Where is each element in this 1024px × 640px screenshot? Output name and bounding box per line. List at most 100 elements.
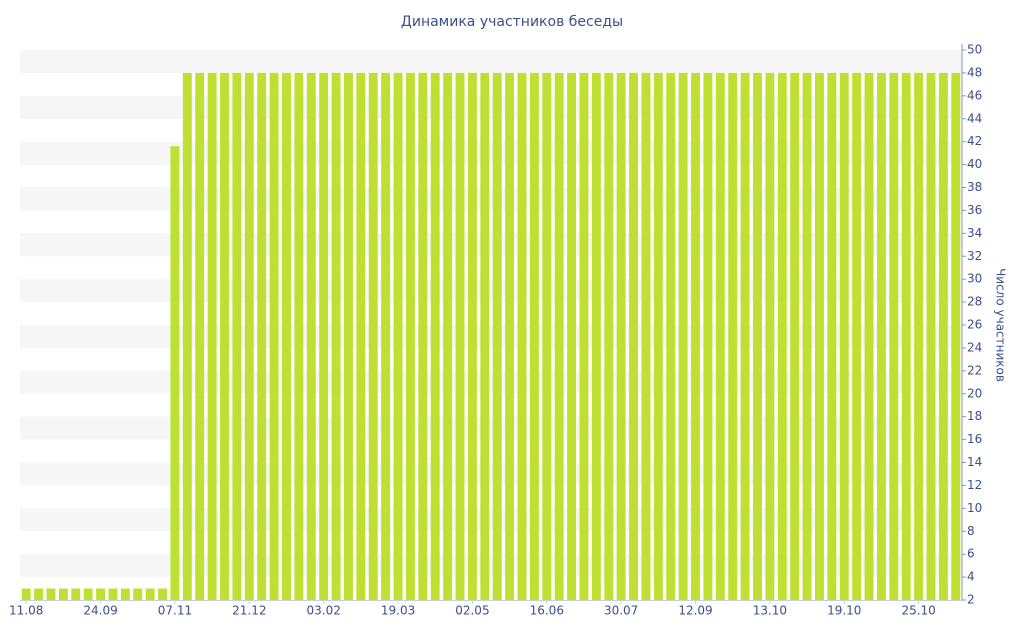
bar bbox=[790, 72, 800, 600]
bar bbox=[653, 72, 663, 600]
bar bbox=[368, 72, 378, 600]
bar bbox=[517, 72, 527, 600]
bar bbox=[666, 72, 676, 600]
x-tick-label: 19.03 bbox=[381, 604, 415, 618]
y-tick-label: 38 bbox=[967, 180, 982, 194]
bar bbox=[282, 72, 291, 600]
bar bbox=[96, 588, 106, 600]
y-tick-label: 14 bbox=[967, 455, 982, 469]
x-tick-label: 13.10 bbox=[753, 604, 787, 618]
bar bbox=[753, 72, 762, 600]
bar bbox=[343, 72, 353, 600]
bar bbox=[34, 588, 44, 600]
x-tick-label: 07.11 bbox=[158, 604, 192, 618]
y-tick-label: 16 bbox=[967, 432, 982, 446]
y-tick-label: 8 bbox=[967, 524, 975, 538]
y-tick-label: 2 bbox=[967, 593, 975, 607]
grid-band bbox=[20, 554, 962, 578]
bar bbox=[591, 72, 601, 600]
y-tick-label: 40 bbox=[967, 157, 982, 171]
bar bbox=[133, 588, 143, 600]
y-tick-label: 36 bbox=[967, 203, 982, 217]
x-tick-label: 24.09 bbox=[83, 604, 117, 618]
grid-band bbox=[20, 141, 962, 165]
bar bbox=[294, 72, 304, 600]
grid-band bbox=[20, 95, 962, 119]
grid-band bbox=[20, 187, 962, 211]
bar bbox=[46, 588, 56, 600]
bar bbox=[83, 588, 93, 600]
bar bbox=[71, 588, 81, 600]
bar bbox=[220, 72, 229, 600]
bar bbox=[381, 72, 391, 600]
x-tick-label: 30.07 bbox=[604, 604, 638, 618]
bar bbox=[269, 72, 279, 600]
y-tick-label: 42 bbox=[967, 134, 982, 148]
bar bbox=[715, 72, 725, 600]
y-tick-label: 50 bbox=[967, 43, 982, 57]
x-tick-label: 02.05 bbox=[455, 604, 489, 618]
y-tick-label: 46 bbox=[967, 88, 982, 102]
bar bbox=[839, 72, 849, 600]
y-tick-label: 48 bbox=[967, 65, 982, 79]
bar bbox=[852, 72, 862, 600]
bar bbox=[158, 588, 168, 600]
bar bbox=[864, 72, 874, 600]
y-tick-label: 22 bbox=[967, 363, 982, 377]
bar bbox=[182, 72, 192, 600]
grid-band bbox=[20, 416, 962, 440]
y-tick-label: 12 bbox=[967, 478, 982, 492]
bar bbox=[492, 72, 502, 600]
bar bbox=[108, 588, 118, 600]
y-tick-label: 32 bbox=[967, 249, 982, 263]
bar bbox=[170, 146, 180, 600]
chart-title: Динамика участников беседы bbox=[401, 14, 623, 30]
bar bbox=[455, 72, 465, 600]
y-tick-label: 10 bbox=[967, 501, 982, 515]
bar bbox=[616, 72, 626, 600]
bar bbox=[356, 72, 366, 600]
bar bbox=[207, 72, 217, 600]
bar bbox=[430, 72, 440, 600]
bar bbox=[480, 72, 490, 600]
x-tick-label: 12.09 bbox=[678, 604, 712, 618]
bar bbox=[951, 72, 961, 600]
y-tick-label: 30 bbox=[967, 272, 982, 286]
bar bbox=[21, 588, 31, 600]
bar bbox=[505, 72, 515, 600]
bar bbox=[319, 72, 329, 600]
bar bbox=[232, 72, 242, 600]
bar bbox=[567, 72, 577, 600]
bar bbox=[542, 72, 552, 600]
x-tick-label: 11.08 bbox=[9, 604, 43, 618]
x-tick-label: 25.10 bbox=[901, 604, 935, 618]
bar bbox=[579, 72, 589, 600]
bar bbox=[914, 72, 924, 600]
bar bbox=[691, 72, 700, 600]
bar bbox=[876, 72, 886, 600]
bar bbox=[393, 72, 403, 600]
bar bbox=[145, 588, 155, 600]
y-tick-label: 24 bbox=[967, 340, 982, 354]
bar bbox=[802, 72, 812, 600]
bar bbox=[195, 72, 205, 600]
bar bbox=[257, 72, 267, 600]
grid-band bbox=[20, 279, 962, 303]
y-tick-label: 34 bbox=[967, 226, 982, 240]
x-tick-label: 19.10 bbox=[827, 604, 861, 618]
bar bbox=[467, 72, 477, 600]
bar bbox=[306, 72, 316, 600]
y-tick-label: 44 bbox=[967, 111, 982, 125]
bar bbox=[529, 72, 539, 600]
bar bbox=[554, 72, 564, 600]
grid-band bbox=[20, 233, 962, 257]
bar bbox=[629, 72, 639, 600]
bar bbox=[120, 588, 130, 600]
x-tick-label: 03.02 bbox=[306, 604, 340, 618]
y-axis-title: Число участников bbox=[994, 268, 1008, 382]
bar bbox=[331, 72, 341, 600]
bar bbox=[641, 72, 651, 600]
grid-band bbox=[20, 325, 962, 348]
bar bbox=[740, 72, 750, 600]
bar bbox=[244, 72, 254, 600]
